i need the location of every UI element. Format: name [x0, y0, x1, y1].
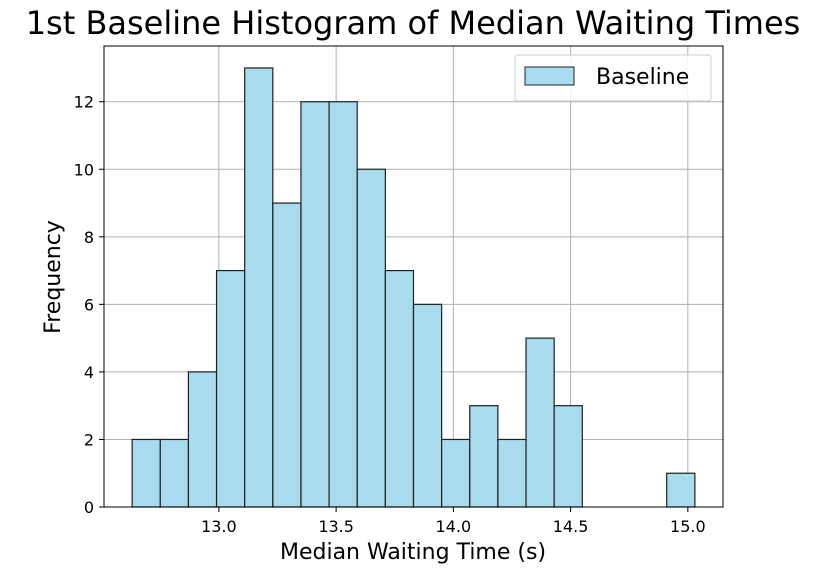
- histogram-bars: [131, 67, 696, 508]
- histogram-bar: [553, 405, 583, 508]
- histogram-bar: [525, 337, 555, 508]
- histogram-bar: [272, 202, 302, 508]
- histogram-bar: [441, 438, 471, 508]
- y-tick-label: 2: [84, 430, 94, 449]
- y-tick-label: 10: [74, 160, 94, 179]
- x-tick-label: 14.0: [436, 517, 472, 536]
- histogram-bar: [328, 101, 358, 508]
- x-tick-label: 14.5: [553, 517, 589, 536]
- x-axis-label: Median Waiting Time (s): [280, 540, 546, 565]
- histogram-bar: [384, 269, 415, 508]
- x-axis-ticks: 13.0 13.5 14.0 14.5 15.0: [201, 507, 706, 536]
- y-tick-label: 4: [84, 363, 94, 382]
- histogram-bar: [215, 269, 246, 508]
- y-tick-label: 6: [84, 295, 94, 314]
- y-tick-label: 0: [84, 498, 94, 517]
- histogram-bar: [244, 67, 274, 508]
- plot-frame: [103, 45, 724, 508]
- x-tick-label: 13.0: [201, 517, 237, 536]
- x-tick-label: 15.0: [670, 517, 706, 536]
- x-tick-label: 13.5: [318, 517, 354, 536]
- histogram-bar: [469, 405, 499, 508]
- histogram-bar: [187, 371, 218, 508]
- legend-swatch: [524, 66, 575, 86]
- chart-title: 1st Baseline Histogram of Median Waiting…: [26, 4, 801, 42]
- legend-label: Baseline: [596, 65, 689, 90]
- histogram-bar: [497, 438, 527, 508]
- histogram-bar: [356, 168, 386, 508]
- histogram-bar: [300, 101, 330, 508]
- histogram-bar: [159, 438, 190, 508]
- y-tick-label: 8: [84, 228, 94, 247]
- y-axis-label: Frequency: [41, 220, 66, 334]
- histogram-bar: [412, 303, 443, 508]
- y-tick-label: 12: [74, 93, 94, 112]
- y-axis-ticks: 0 2 4 6 8 10 12: [74, 93, 104, 517]
- histogram-bar: [666, 472, 696, 508]
- histogram-bar: [131, 438, 161, 508]
- legend: Baseline: [514, 54, 712, 102]
